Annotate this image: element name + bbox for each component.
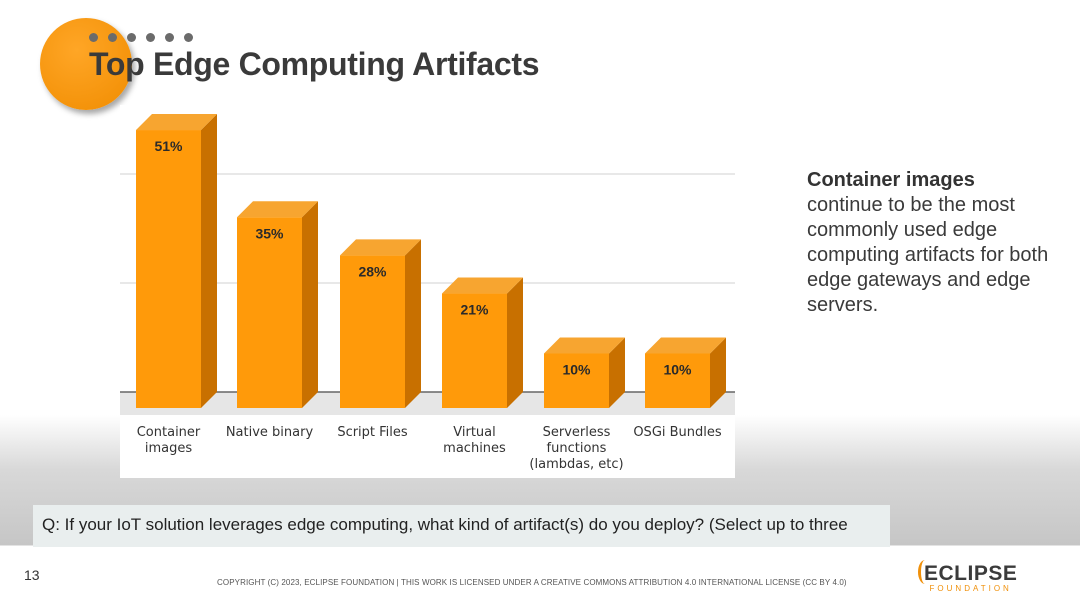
description-bold: Container images	[807, 169, 975, 191]
logo-arc-icon	[918, 560, 932, 584]
description: Container images continue to be the most…	[807, 168, 1057, 318]
description-text: continue to be the most commonly used ed…	[807, 194, 1049, 316]
eclipse-foundation-logo: ECLIPSE FOUNDATION	[918, 560, 1018, 593]
logo-subtext: FOUNDATION	[929, 584, 1012, 593]
data-label-0: 51%	[154, 138, 183, 154]
category-label-3: Virtual	[453, 425, 495, 440]
copyright-notice: COPYRIGHT (C) 2023, ECLIPSE FOUNDATION |…	[217, 578, 847, 587]
logo-text: ECLIPSE	[924, 562, 1018, 585]
category-label-0: images	[145, 441, 192, 456]
bar-2	[340, 255, 405, 408]
bar-top-5	[645, 337, 726, 354]
category-label-3: machines	[443, 441, 506, 456]
data-label-1: 35%	[255, 225, 284, 241]
bar-0	[136, 130, 201, 409]
page-title: Top Edge Computing Artifacts	[89, 46, 540, 82]
bar-side-4	[609, 337, 625, 408]
bar-side-2	[405, 239, 421, 408]
bar-4	[544, 353, 609, 408]
bar-3	[442, 293, 507, 408]
bar-5	[645, 353, 710, 408]
bar-1	[237, 217, 302, 408]
bar-top-2	[340, 239, 421, 256]
category-label-0: Container	[137, 425, 201, 440]
bar-side-0	[201, 114, 217, 409]
category-label-4: (lambdas, etc)	[529, 457, 623, 472]
decorative-dots	[89, 33, 193, 42]
bar-side-1	[302, 201, 318, 408]
data-label-3: 21%	[460, 302, 489, 318]
category-label-2: Script Files	[337, 425, 408, 440]
survey-question: Q: If your IoT solution leverages edge c…	[33, 505, 890, 547]
page-number: 13	[24, 567, 40, 583]
data-label-2: 28%	[358, 263, 387, 279]
bar-top-4	[544, 337, 625, 354]
bar-top-0	[136, 114, 217, 131]
bar-side-3	[507, 277, 523, 408]
bar-top-1	[237, 201, 318, 218]
data-label-4: 10%	[562, 362, 591, 378]
bar-side-5	[710, 337, 726, 408]
decorative-orange-circle	[40, 18, 132, 110]
category-label-4: Serverless	[543, 425, 611, 440]
chart-area: 51% Container images 35% Native binary 28% Scr…	[120, 105, 735, 478]
data-label-5: 10%	[663, 362, 692, 378]
category-label-1: Native binary	[226, 425, 314, 440]
bar-top-3	[442, 277, 523, 294]
category-label-5: OSGi Bundles	[633, 425, 722, 440]
category-label-4: functions	[547, 441, 607, 456]
